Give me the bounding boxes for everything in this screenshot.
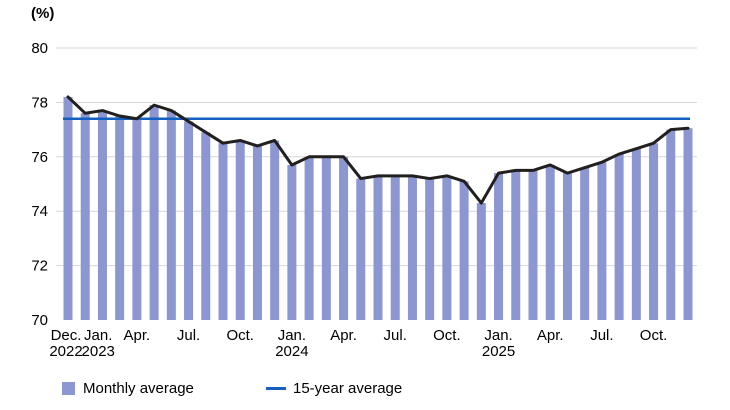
- x-tick-label: Jul.: [590, 327, 613, 344]
- bar: [80, 113, 90, 320]
- bar: [511, 170, 521, 320]
- x-tick-label: Oct.: [226, 327, 254, 344]
- bar: [390, 175, 400, 320]
- bar: [373, 175, 383, 320]
- bar: [614, 154, 624, 320]
- y-tick-label: 80: [31, 40, 48, 57]
- bar: [649, 143, 659, 320]
- bar: [562, 173, 572, 320]
- x-tick-label: Apr.: [124, 327, 151, 344]
- x-tick-label: Jul.: [384, 327, 407, 344]
- x-tick-year-label: 2023: [82, 343, 115, 360]
- bar: [494, 173, 504, 320]
- x-tick-label: Jul.: [177, 327, 200, 344]
- bar: [218, 143, 228, 320]
- x-tick-label: Dec.: [51, 327, 82, 344]
- bar: [201, 132, 211, 320]
- x-tick-label: Oct.: [640, 327, 668, 344]
- monthly-average-line: [66, 95, 690, 205]
- bar: [63, 96, 73, 321]
- bar: [545, 164, 555, 320]
- x-tick-label: Apr.: [330, 327, 357, 344]
- bar: [597, 162, 607, 320]
- bar: [321, 156, 331, 320]
- x-tick-label: Jan.: [278, 327, 306, 344]
- bar: [97, 110, 107, 320]
- bar: [235, 140, 245, 320]
- bar: [459, 181, 469, 320]
- bar: [287, 164, 297, 320]
- legend-item-monthly-average: Monthly average: [62, 378, 194, 398]
- bar: [631, 148, 641, 320]
- bar: [442, 175, 452, 320]
- bar: [304, 156, 314, 320]
- y-axis-unit-label: (%): [31, 5, 55, 22]
- x-tick-label: Apr.: [537, 327, 564, 344]
- legend-label-monthly-average: Monthly average: [83, 379, 194, 397]
- chart-legend: Monthly average 15-year average: [0, 378, 730, 402]
- x-tick-year-label: 2024: [275, 343, 308, 360]
- bar: [184, 121, 194, 320]
- x-tick-label: Jan.: [484, 327, 512, 344]
- x-tick-year-label: 2022: [49, 343, 82, 360]
- fifteen-year-average-line-icon: [266, 386, 286, 390]
- x-tick-label: Jan.: [84, 327, 112, 344]
- bar: [528, 170, 538, 320]
- bar: [132, 118, 142, 320]
- monthly-average-swatch-icon: [62, 381, 75, 395]
- bar: [115, 116, 125, 320]
- bar: [356, 178, 366, 320]
- bar: [166, 110, 176, 320]
- bar: [666, 129, 676, 320]
- bar: [270, 140, 280, 320]
- y-tick-label: 74: [31, 203, 48, 220]
- bar: [580, 167, 590, 320]
- bar: [252, 145, 262, 320]
- x-tick-label: Oct.: [433, 327, 461, 344]
- legend-label-fifteen-year-average: 15-year average: [293, 379, 403, 397]
- bar: [476, 203, 486, 320]
- bar: [425, 178, 435, 320]
- bar: [407, 175, 417, 320]
- x-tick-year-label: 2025: [482, 343, 515, 360]
- bar: [149, 105, 159, 321]
- y-tick-label: 76: [31, 149, 48, 166]
- y-tick-label: 78: [31, 94, 48, 111]
- legend-item-fifteen-year-average: 15-year average: [266, 378, 402, 398]
- bar: [683, 128, 693, 320]
- y-tick-label: 72: [31, 258, 48, 275]
- y-tick-label: 70: [31, 312, 48, 329]
- bar: [339, 156, 349, 320]
